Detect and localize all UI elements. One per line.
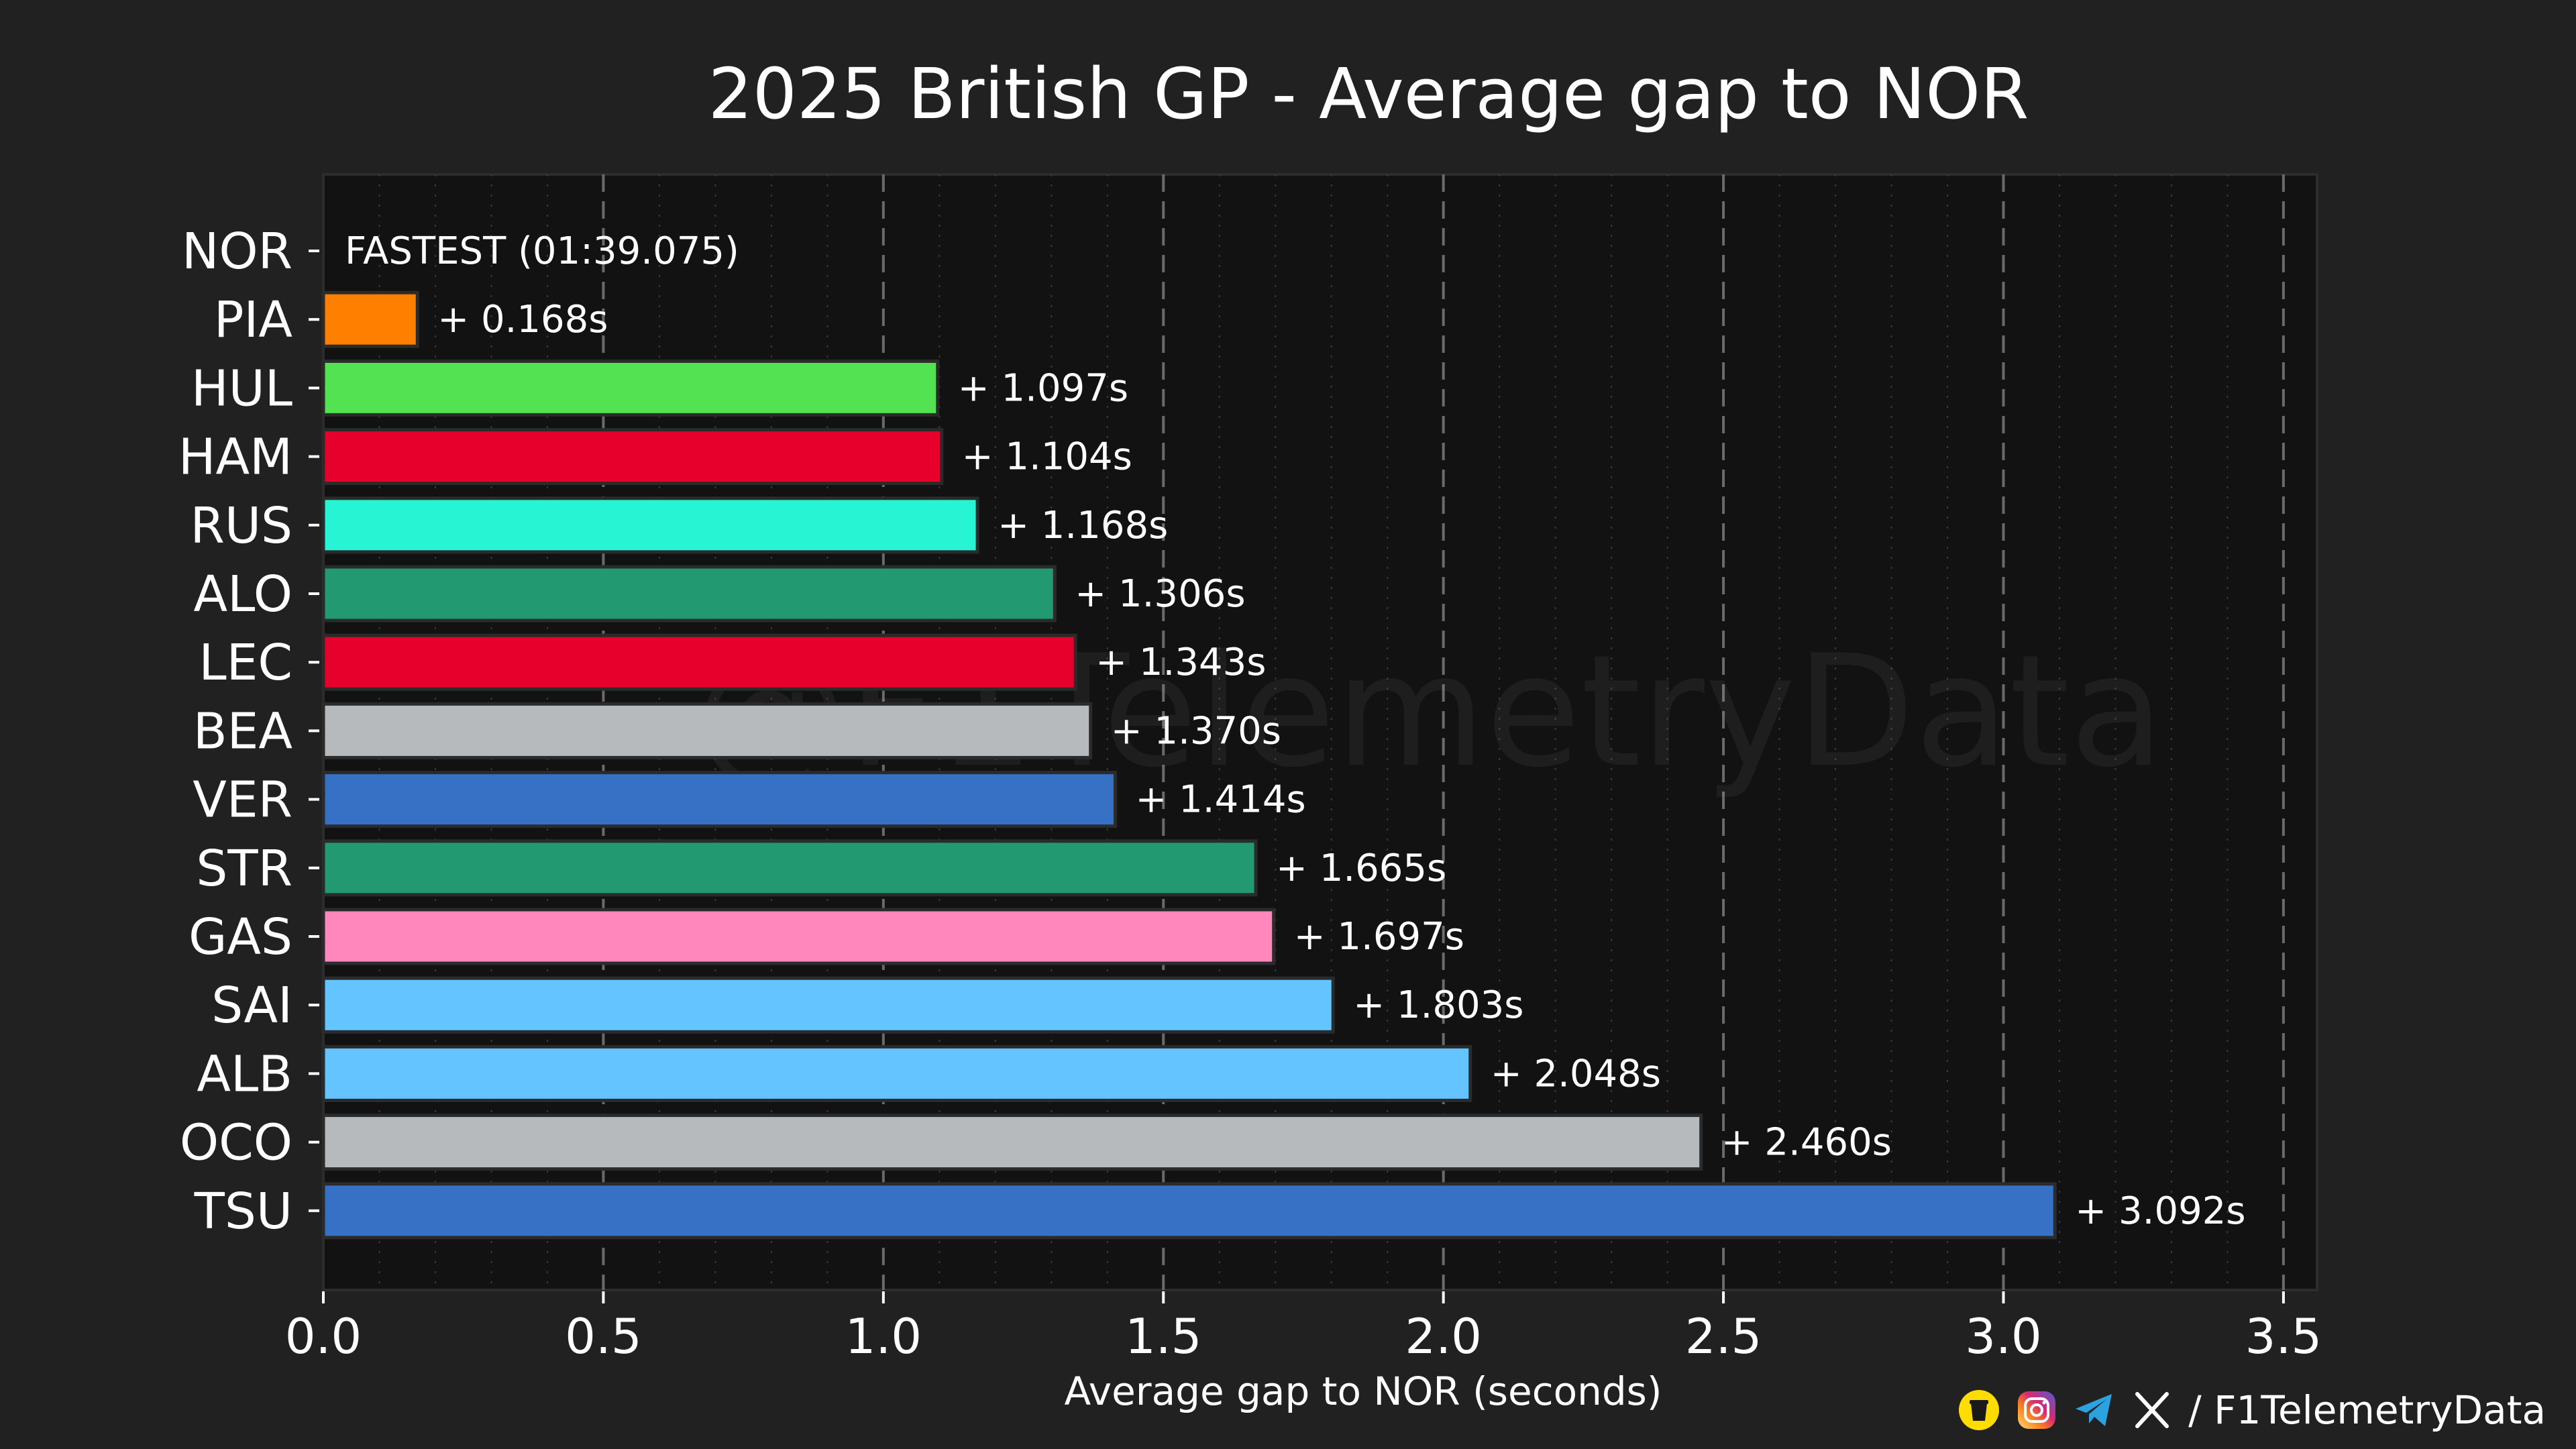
- bar-tsu: [321, 1182, 2057, 1240]
- y-tick-label-ver: VER: [193, 771, 292, 829]
- bar-label-nor: FASTEST (01:39.075): [345, 229, 739, 273]
- chart-title: 2025 British GP - Average gap to NOR: [708, 53, 2029, 135]
- y-tick-label-pia: PIA: [214, 291, 292, 349]
- bar-label-sai: + 1.803s: [1353, 983, 1523, 1027]
- bar-ver: [321, 771, 1117, 828]
- bar-rus: [321, 496, 979, 554]
- bar-label-hul: + 1.097s: [958, 366, 1128, 410]
- x-tick-label: 2.5: [1685, 1308, 1762, 1364]
- bar-label-str: + 1.665s: [1276, 847, 1446, 890]
- bar-oco: [321, 1114, 1703, 1171]
- y-tick-label-oco: OCO: [180, 1114, 292, 1172]
- y-tick-label-alb: ALB: [197, 1045, 292, 1103]
- bar-bea: [321, 702, 1093, 759]
- telegram-icon[interactable]: [2073, 1389, 2116, 1432]
- bar-alb: [321, 1044, 1472, 1102]
- bar-pia: [321, 290, 419, 348]
- bar-label-gas: + 1.697s: [1294, 915, 1464, 959]
- bar-label-alb: + 2.048s: [1491, 1052, 1661, 1095]
- instagram-icon[interactable]: [2015, 1389, 2058, 1432]
- y-tick-label-lec: LEC: [199, 634, 292, 692]
- x-tick-label: 3.5: [2245, 1308, 2322, 1364]
- y-tick-label-str: STR: [196, 840, 292, 898]
- y-tick-label-ham: HAM: [178, 429, 292, 486]
- bar-str: [321, 839, 1258, 897]
- y-tick-label-rus: RUS: [190, 497, 292, 555]
- bar-hul: [321, 359, 940, 417]
- bar-label-bea: + 1.370s: [1111, 709, 1281, 753]
- x-tick-label: 0.5: [565, 1308, 642, 1364]
- buymeacoffee-icon[interactable]: [1957, 1389, 2000, 1432]
- bar-label-tsu: + 3.092s: [2075, 1189, 2245, 1233]
- social-footer: / F1TelemetryData: [1957, 1386, 2546, 1434]
- y-tick-label-tsu: TSU: [194, 1183, 292, 1240]
- y-tick-label-gas: GAS: [189, 908, 292, 966]
- y-axis: NOR PIA HUL HAM RUS ALO LEC BEA VER STR GAS SAI ALB O…: [178, 223, 319, 1240]
- x-tick-label: 0.0: [285, 1308, 362, 1364]
- bars: FASTEST (01:39.075) + 0.168s + 1.097s + 1.1…: [321, 229, 2246, 1240]
- bar-sai: [321, 976, 1335, 1034]
- y-tick-label-bea: BEA: [193, 702, 293, 760]
- bar-alo: [321, 565, 1057, 623]
- x-tick-label: 1.5: [1125, 1308, 1202, 1364]
- footer-handle: / F1TelemetryData: [2188, 1387, 2546, 1433]
- bar-label-pia: + 0.168s: [437, 298, 608, 341]
- bar-label-ham: + 1.104s: [962, 435, 1132, 479]
- x-tick-label: 3.0: [1965, 1308, 2042, 1364]
- x-axis-label: Average gap to NOR (seconds): [1065, 1368, 1662, 1414]
- bar-lec: [321, 633, 1077, 691]
- bar-gas: [321, 908, 1276, 965]
- y-tick-label-sai: SAI: [211, 977, 292, 1034]
- bar-label-rus: + 1.168s: [998, 504, 1168, 547]
- y-tick-label-hul: HUL: [191, 360, 292, 417]
- bar-label-lec: + 1.343s: [1095, 641, 1266, 684]
- x-icon[interactable]: [2131, 1389, 2174, 1432]
- x-tick-label: 2.0: [1405, 1308, 1482, 1364]
- bar-label-ver: + 1.414s: [1135, 778, 1305, 822]
- bar-label-oco: + 2.460s: [1721, 1121, 1892, 1165]
- x-axis: 0.0 0.5 1.0 1.5 2.0 2.5 3.0 3.5: [285, 1291, 2322, 1364]
- bar-ham: [321, 428, 944, 486]
- y-tick-label-alo: ALO: [194, 566, 292, 623]
- x-tick-label: 1.0: [845, 1308, 922, 1364]
- grid-lines: [378, 174, 2285, 1290]
- bar-label-alo: + 1.306s: [1075, 572, 1245, 616]
- y-tick-label-nor: NOR: [182, 223, 292, 280]
